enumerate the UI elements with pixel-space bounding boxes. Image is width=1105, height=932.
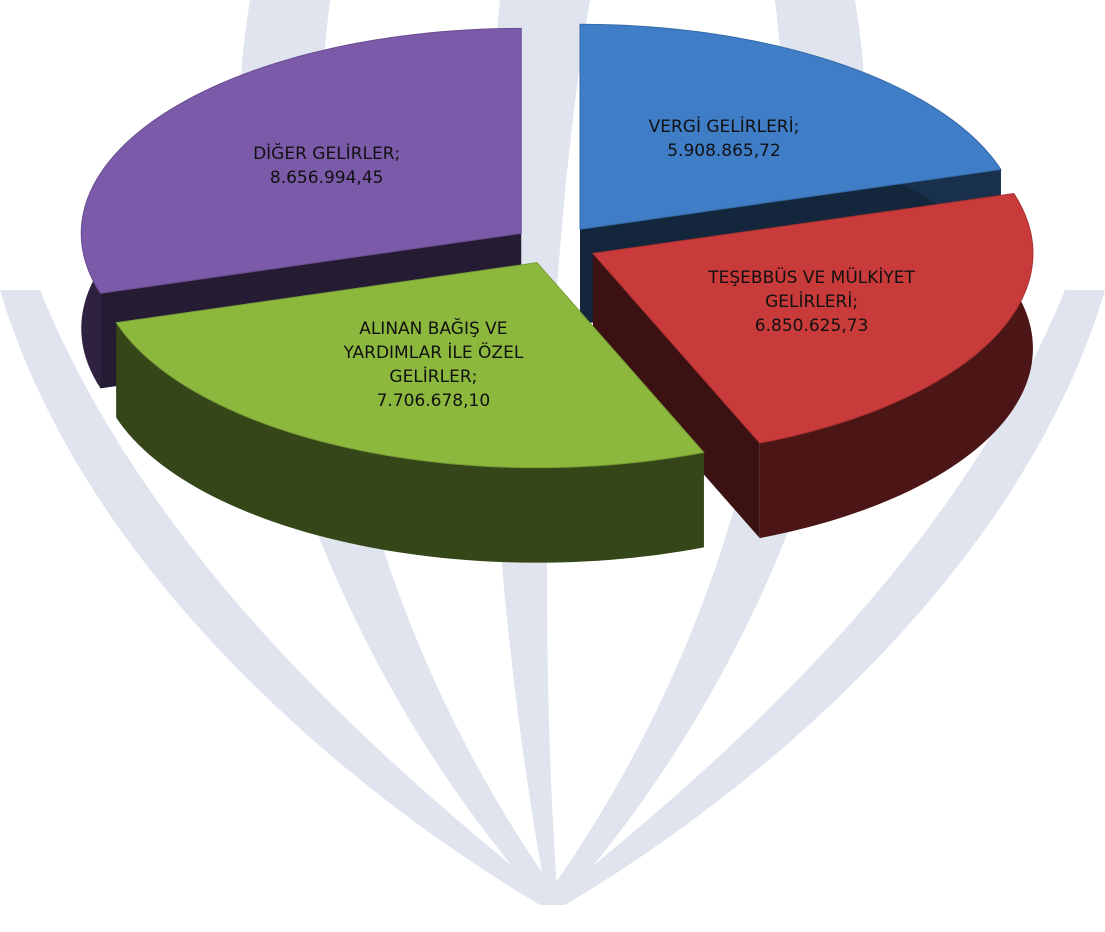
- label-box: TEŞEBBÜS VE MÜLKİYET GELİRLERİ; 6.850.625…: [707, 242, 917, 362]
- slice: ALINAN BAĞIŞ VE YARDIMLAR İLE ÖZEL GELİR…: [115, 262, 705, 563]
- data-label: TEŞEBBÜS VE MÜLKİYET GELİRLERİ; 6.850.625…: [707, 242, 917, 362]
- pie: VERGİ GELİRLERİ; 5.908.865,72 DİĞER GELİRL…: [80, 23, 1034, 563]
- label-box: ALINAN BAĞIŞ VE YARDIMLAR İLE ÖZEL GELİR…: [328, 305, 538, 425]
- value-label: 8.656.994,45: [269, 168, 384, 189]
- slice-top: [591, 193, 1034, 444]
- data-label: ALINAN BAĞIŞ VE YARDIMLAR İLE ÖZEL GELİR…: [328, 305, 538, 425]
- slice-top: [80, 27, 522, 294]
- slice-top: [579, 23, 1002, 230]
- label-box: VERGİ GELİRLERİ; 5.908.865,72: [619, 79, 829, 199]
- category-label: ALINAN BAĞIŞ VE YARDIMLAR İLE ÖZEL GELİR…: [343, 318, 524, 387]
- watermark-stroke: [0, 290, 560, 905]
- category-label: DİĞER GELİRLER;: [253, 144, 401, 165]
- value-label: 6.850.625,73: [754, 315, 869, 336]
- category-label: VERGİ GELİRLERİ;: [648, 116, 800, 137]
- data-label: DİĞER GELİRLER; 8.656.994,45: [222, 106, 432, 226]
- watermark-stroke: [545, 290, 1105, 905]
- label-box: DİĞER GELİRLER; 8.656.994,45: [222, 106, 432, 226]
- category-label: TEŞEBBÜS VE MÜLKİYET GELİRLERİ;: [708, 267, 915, 312]
- slice-top: [115, 262, 705, 469]
- data-label: VERGİ GELİRLERİ; 5.908.865,72: [619, 79, 829, 199]
- slice-wall: [759, 193, 1033, 539]
- value-label: 5.908.865,72: [667, 140, 781, 161]
- slice-side: [592, 253, 760, 539]
- slice: TEŞEBBÜS VE MÜLKİYET GELİRLERİ; 6.850.625…: [591, 193, 1034, 539]
- value-label: 7.706.678,10: [376, 390, 491, 411]
- slice-wall: [116, 322, 704, 563]
